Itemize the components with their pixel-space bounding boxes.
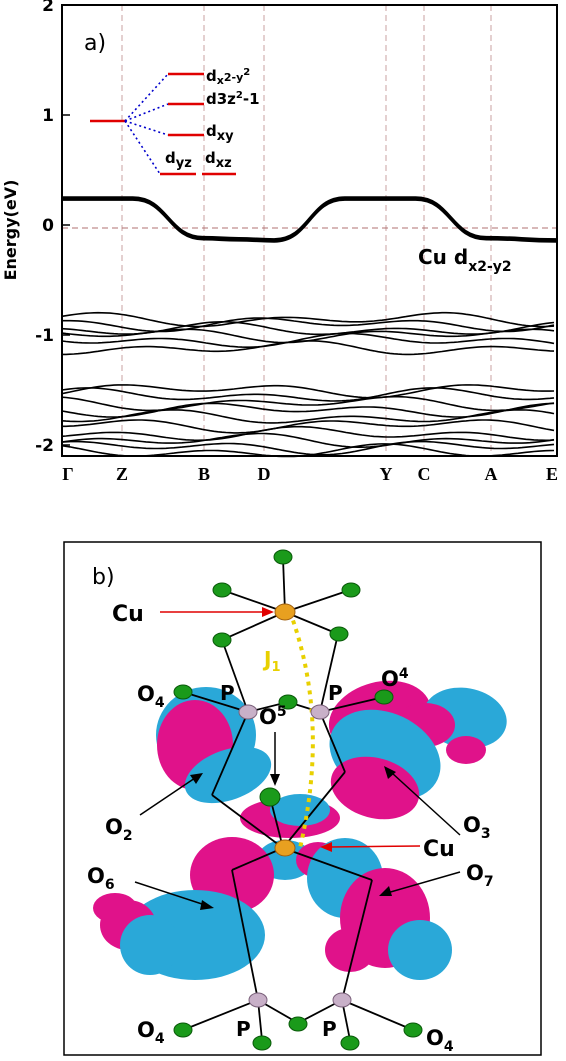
band-line xyxy=(62,341,554,355)
atoms xyxy=(174,550,422,1050)
o4-label-upper-left: O4 xyxy=(137,682,165,711)
crystal-field-splitting-diagram: dx2-y2 d3z2-1 dxy dyz dxz xyxy=(90,67,260,174)
j1-exchange-path xyxy=(290,612,313,848)
oxygen-atoms xyxy=(174,550,422,1050)
band-cu-dx2y2 xyxy=(62,197,557,239)
y-tick-label: -2 xyxy=(35,436,54,456)
x-tick-label: Y xyxy=(380,464,393,484)
pointer-arrows xyxy=(135,607,460,910)
band-line xyxy=(62,444,554,457)
phosphorus-atoms xyxy=(239,705,351,1007)
band-line xyxy=(62,313,554,327)
p-label-upper-right: P xyxy=(328,681,343,705)
x-tick-label: B xyxy=(198,464,210,484)
band-label-cu-dx2y2: Cu dx2-y2 xyxy=(418,245,512,275)
label-dxy: dxy xyxy=(206,122,234,144)
y-tick-label: 2 xyxy=(42,0,54,16)
y-tick-label: 0 xyxy=(42,216,54,236)
j1-label: J1 xyxy=(262,647,281,675)
panel-b-label: b) xyxy=(92,565,115,590)
cu-top-label: Cu xyxy=(112,602,144,627)
p-label-lower-right: P xyxy=(322,1017,337,1041)
o4-label-upper-right: O4 xyxy=(381,666,409,691)
x-tick-label: D xyxy=(258,464,271,484)
y-axis-label: Energy(eV) xyxy=(1,180,20,281)
o5-label: O5 xyxy=(259,704,287,729)
p-label-upper-left: P xyxy=(220,681,235,705)
o6-label: O6 xyxy=(87,864,115,893)
label-d3z2: d3z2-1 xyxy=(206,90,260,108)
x-tick-label: Z xyxy=(116,464,128,484)
y-tick-label: 1 xyxy=(42,106,54,126)
band-line xyxy=(62,442,554,455)
o7-label: O7 xyxy=(466,861,494,890)
o3-label: O3 xyxy=(463,813,491,842)
o4-label-lower-right: O4 xyxy=(426,1026,454,1055)
band-line xyxy=(62,385,554,398)
y-tick-label: -1 xyxy=(35,326,54,346)
bonds xyxy=(183,558,413,1040)
panel-b-frame xyxy=(64,542,541,1055)
label-dyz: dyz xyxy=(165,149,192,171)
x-tick-label: E xyxy=(546,464,558,484)
band-line xyxy=(62,434,554,448)
cu-mid-label: Cu xyxy=(423,837,455,862)
band-line xyxy=(62,318,554,332)
splitting-connectors xyxy=(125,74,168,174)
label-dxz: dxz xyxy=(205,149,232,171)
band-line xyxy=(62,427,554,441)
o2-label: O2 xyxy=(105,815,133,844)
band-line xyxy=(62,388,554,401)
orbital-lobes xyxy=(93,670,512,980)
x-tick-label: Γ xyxy=(62,464,73,484)
copper-atoms xyxy=(275,604,295,856)
o4-label-lower-left: O4 xyxy=(137,1018,165,1047)
p-label-lower-left: P xyxy=(236,1017,251,1041)
x-tick-label: A xyxy=(485,464,498,484)
label-dx2y2: dx2-y2 xyxy=(206,67,250,87)
panel-a-label: a) xyxy=(84,31,106,56)
atom-labels: Cu Cu J1 P P P P O4 O4 O5 O2 O3 O6 O7 O4… xyxy=(87,602,494,1055)
x-tick-label: C xyxy=(418,464,431,484)
band-lines xyxy=(62,197,557,456)
panel-a-band-structure: 2 1 0 -1 -2 Γ Z B D Y C A E Energy(eV) a) dx2-y2 d3… xyxy=(0,0,566,490)
